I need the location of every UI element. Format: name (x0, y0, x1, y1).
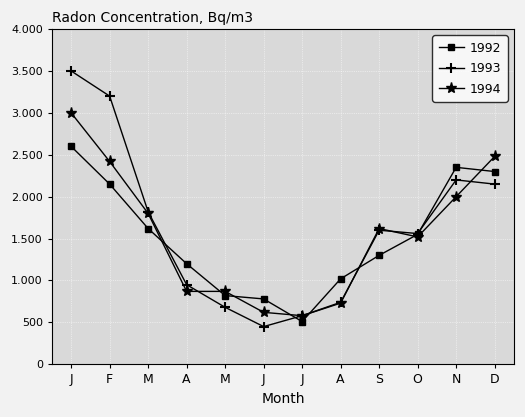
1992 (260, 296, 267, 301)
Line: 1994: 1994 (66, 107, 500, 321)
1994 (145, 211, 151, 216)
1994 (107, 159, 113, 164)
1994 (338, 301, 344, 306)
1994 (260, 310, 267, 315)
1992 (491, 169, 498, 174)
1993 (145, 209, 151, 214)
1992 (453, 165, 459, 170)
1994 (491, 154, 498, 159)
1993 (299, 313, 306, 318)
1992 (145, 226, 151, 231)
1993 (491, 182, 498, 187)
Line: 1992: 1992 (68, 143, 497, 324)
1992 (415, 232, 421, 237)
1994 (184, 289, 190, 294)
1993 (338, 300, 344, 305)
Text: Radon Concentration, Bq/m3: Radon Concentration, Bq/m3 (52, 11, 253, 25)
Legend: 1992, 1993, 1994: 1992, 1993, 1994 (433, 35, 508, 102)
Line: 1993: 1993 (66, 66, 499, 332)
1993 (376, 228, 382, 233)
X-axis label: Month: Month (261, 392, 304, 406)
1993 (415, 231, 421, 236)
1993 (107, 93, 113, 98)
1994 (453, 194, 459, 199)
1994 (376, 226, 382, 231)
1992 (299, 319, 306, 324)
1993 (260, 324, 267, 329)
1993 (68, 68, 75, 73)
1994 (222, 289, 228, 294)
1992 (107, 182, 113, 187)
1992 (338, 276, 344, 281)
1992 (68, 144, 75, 149)
1993 (222, 305, 228, 310)
1993 (184, 282, 190, 287)
1993 (453, 177, 459, 182)
1994 (415, 234, 421, 239)
1992 (222, 293, 228, 298)
1994 (299, 313, 306, 318)
1992 (184, 261, 190, 266)
1992 (376, 253, 382, 258)
1994 (68, 111, 75, 116)
